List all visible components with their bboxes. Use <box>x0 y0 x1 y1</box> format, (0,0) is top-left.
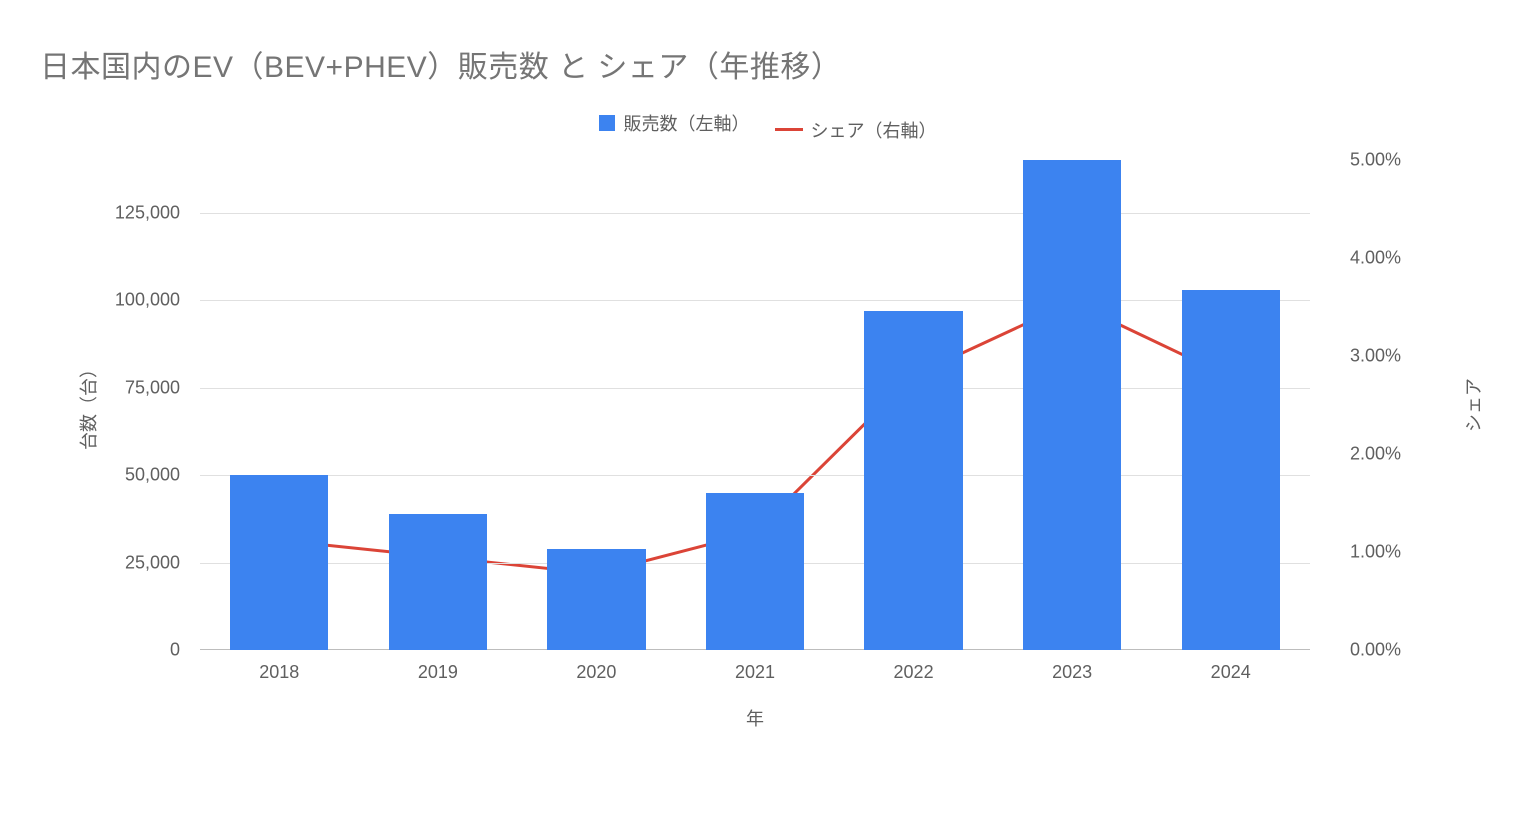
bar <box>864 311 962 651</box>
x-tick-label: 2019 <box>418 662 458 683</box>
x-tick-label: 2018 <box>259 662 299 683</box>
y-left-tick-label: 25,000 <box>125 552 180 573</box>
bar <box>230 475 328 650</box>
y-right-tick-label: 3.00% <box>1350 346 1401 367</box>
x-tick-label: 2024 <box>1211 662 1251 683</box>
legend-swatch-line-icon <box>775 128 803 131</box>
legend-swatch-bar-icon <box>599 115 615 131</box>
bar <box>1182 290 1280 651</box>
gridline <box>200 388 1310 389</box>
chart-legend: 販売数（左軸） シェア（右軸） <box>0 110 1536 143</box>
y-left-tick-label: 100,000 <box>115 290 180 311</box>
y-right-tick-label: 5.00% <box>1350 150 1401 171</box>
chart-title: 日本国内のEV（BEV+PHEV）販売数 と シェア（年推移） <box>40 42 841 86</box>
y-right-tick-label: 4.00% <box>1350 248 1401 269</box>
legend-label-line: シェア（右軸） <box>811 117 937 143</box>
y-left-tick-label: 50,000 <box>125 465 180 486</box>
x-tick-label: 2021 <box>735 662 775 683</box>
x-tick-label: 2020 <box>576 662 616 683</box>
gridline <box>200 475 1310 476</box>
x-tick-label: 2023 <box>1052 662 1092 683</box>
plot-area: 2018201920202021202220232024 <box>200 160 1310 650</box>
bar <box>389 514 487 651</box>
y-right-tick-label: 1.00% <box>1350 542 1401 563</box>
legend-item-line: シェア（右軸） <box>775 117 937 143</box>
y-left-tick-label: 0 <box>170 640 180 661</box>
y-left-tick-label: 125,000 <box>115 202 180 223</box>
gridline <box>200 213 1310 214</box>
y-right-tick-label: 0.00% <box>1350 640 1401 661</box>
x-axis-title: 年 <box>746 705 764 731</box>
bar <box>547 549 645 651</box>
y-right-axis-title: シェア <box>1460 378 1486 432</box>
bar <box>706 493 804 651</box>
legend-item-bars: 販売数（左軸） <box>599 110 749 136</box>
x-tick-label: 2022 <box>894 662 934 683</box>
y-left-tick-label: 75,000 <box>125 377 180 398</box>
y-right-tick-label: 2.00% <box>1350 444 1401 465</box>
gridline <box>200 300 1310 301</box>
legend-label-bars: 販売数（左軸） <box>623 110 749 136</box>
y-left-axis-title: 台数（台） <box>75 360 101 450</box>
bar <box>1023 160 1121 650</box>
ev-sales-chart: 日本国内のEV（BEV+PHEV）販売数 と シェア（年推移） 販売数（左軸） … <box>0 0 1536 839</box>
